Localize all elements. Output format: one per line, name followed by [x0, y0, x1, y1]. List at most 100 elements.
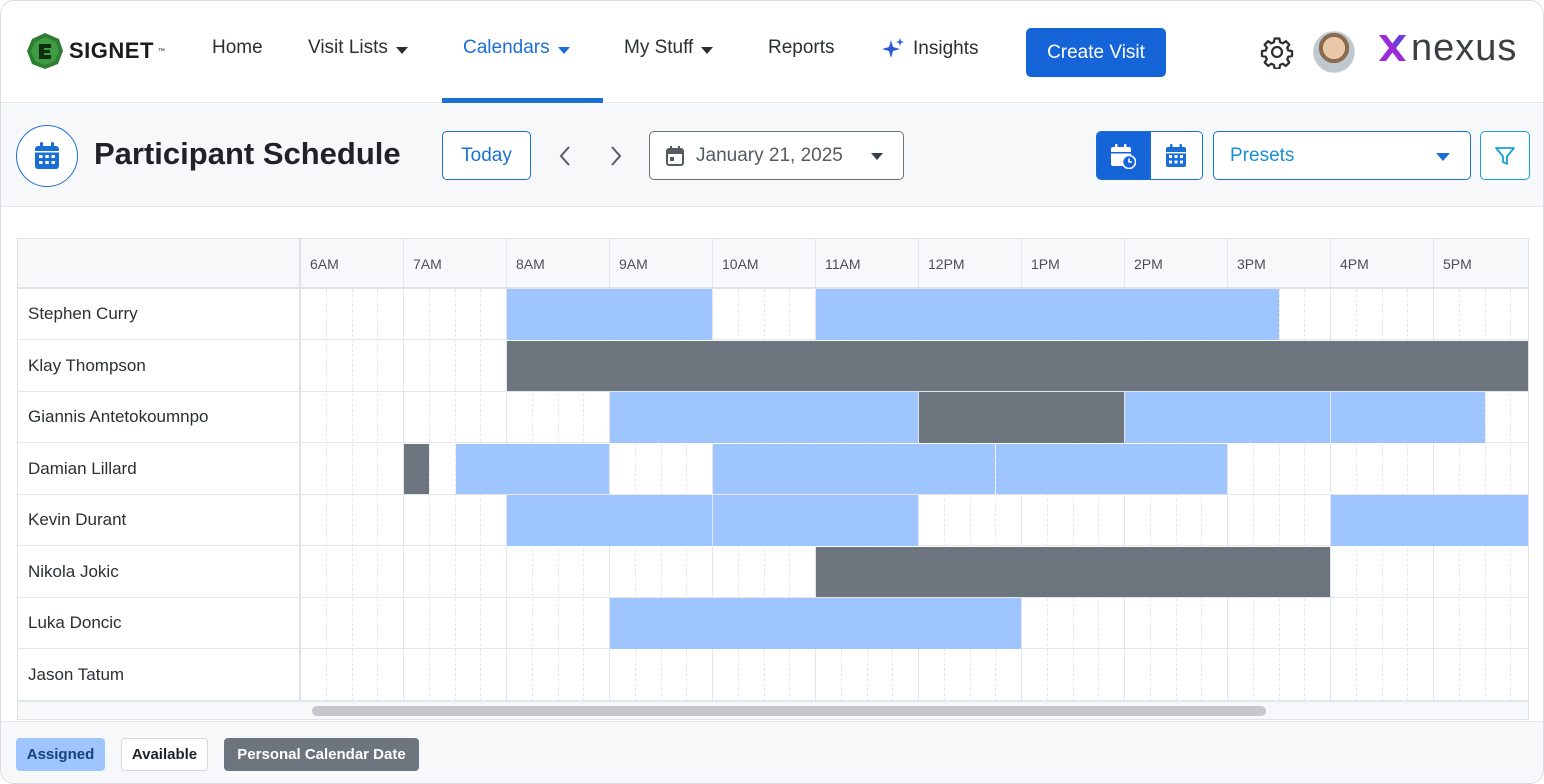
chevron-down-icon — [871, 153, 883, 160]
quarter-hour-gridline — [1098, 289, 1100, 701]
partner-name: nexus — [1411, 27, 1518, 69]
quarter-hour-gridline — [351, 289, 353, 701]
calendar-icon — [35, 142, 59, 169]
nexus-x-icon — [1379, 35, 1406, 61]
hour-gridline — [712, 239, 713, 701]
hour-label: 2PM — [1134, 256, 1163, 272]
nav-visit-lists[interactable]: Visit Lists — [308, 37, 408, 59]
calendar-icon — [666, 145, 684, 166]
hour-label: 10AM — [722, 256, 759, 272]
nav-reports-label: Reports — [768, 37, 835, 58]
quarter-hour-gridline — [995, 289, 997, 701]
name-column-divider — [299, 239, 301, 719]
assigned-visit-block[interactable] — [1331, 392, 1485, 443]
participant-name[interactable]: Luka Doncic — [28, 613, 122, 632]
legend-available: Available — [121, 738, 208, 771]
nav-insights[interactable]: Insights — [881, 37, 978, 61]
personal-calendar-block[interactable] — [816, 546, 1330, 597]
hour-gridline — [403, 239, 404, 701]
grid-header — [18, 239, 1528, 289]
participant-name[interactable]: Stephen Curry — [28, 304, 138, 323]
brand-tm: ™ — [157, 47, 165, 55]
legend-personal-calendar-date: Personal Calendar Date — [224, 738, 419, 771]
nav-reports[interactable]: Reports — [768, 37, 835, 59]
quarter-hour-gridline — [1304, 289, 1306, 701]
quarter-hour-gridline — [943, 289, 945, 701]
assigned-visit-block[interactable] — [713, 495, 918, 546]
assigned-visit-block[interactable] — [507, 495, 712, 546]
nav-home[interactable]: Home — [212, 37, 263, 59]
personal-calendar-block[interactable] — [919, 392, 1124, 443]
timeline-view-button[interactable] — [1097, 132, 1150, 179]
assigned-visit-block[interactable] — [996, 443, 1227, 494]
participant-row: Nikola Jokic — [18, 546, 1528, 598]
participant-row: Jason Tatum — [18, 650, 1528, 701]
participant-row: Kevin Durant — [18, 495, 1528, 546]
assigned-visit-block[interactable] — [816, 289, 1279, 340]
previous-day-button[interactable] — [552, 141, 578, 171]
nav-my-stuff[interactable]: My Stuff — [624, 37, 714, 59]
personal-calendar-block[interactable] — [404, 443, 429, 494]
assigned-visit-block[interactable] — [455, 443, 609, 494]
view-toggle — [1096, 131, 1203, 180]
participant-name[interactable]: Damian Lillard — [28, 458, 137, 478]
quarter-hour-gridline — [428, 289, 430, 701]
chevron-down-icon — [1436, 153, 1450, 161]
presets-dropdown[interactable]: Presets — [1213, 131, 1471, 180]
date-picker[interactable]: January 21, 2025 — [649, 131, 904, 180]
hour-label: 4PM — [1340, 256, 1369, 272]
today-button[interactable]: Today — [442, 131, 531, 180]
filter-icon — [1495, 146, 1515, 165]
user-avatar[interactable] — [1313, 31, 1355, 73]
signet-logo[interactable]: SIGNET ™ — [25, 31, 165, 71]
hour-label: 8AM — [516, 256, 545, 272]
assigned-visit-block[interactable] — [713, 443, 996, 494]
participant-name[interactable]: Kevin Durant — [28, 510, 127, 529]
create-visit-button[interactable]: Create Visit — [1026, 28, 1166, 77]
page-title: Participant Schedule — [94, 136, 401, 171]
schedule-toolbar: Participant Schedule Today January 21, 2… — [1, 104, 1543, 207]
quarter-hour-gridline — [1278, 289, 1280, 701]
horizontal-scrollbar-thumb[interactable] — [312, 706, 1266, 716]
presets-label: Presets — [1230, 144, 1295, 166]
participant-name[interactable]: Jason Tatum — [28, 664, 125, 684]
chevron-left-icon — [559, 146, 570, 166]
participant-name[interactable]: Giannis Antetokoumnpo — [28, 407, 209, 426]
assigned-visit-block[interactable] — [610, 598, 1021, 649]
chevron-down-icon — [557, 46, 570, 54]
selected-date: January 21, 2025 — [696, 144, 843, 166]
chevron-down-icon — [701, 46, 714, 54]
hour-label: 6AM — [310, 256, 339, 272]
quarter-hour-gridline — [1175, 289, 1177, 701]
hour-label: 1PM — [1031, 256, 1060, 272]
assigned-visit-block[interactable] — [1331, 495, 1528, 546]
hour-label: 11AM — [825, 256, 861, 272]
quarter-hour-gridline — [1046, 289, 1048, 701]
hour-label: 12PM — [928, 256, 965, 272]
active-tab-indicator — [442, 98, 603, 103]
hour-gridline — [1227, 239, 1228, 701]
personal-calendar-block[interactable] — [507, 340, 1528, 391]
assigned-visit-block[interactable] — [1125, 392, 1330, 443]
quarter-hour-gridline — [1072, 289, 1074, 701]
participant-name[interactable]: Nikola Jokic — [28, 561, 119, 581]
participant-row: Giannis Antetokoumnpo — [18, 392, 1528, 443]
calendar-clock-icon — [1111, 143, 1137, 169]
top-nav: SIGNET ™ Home Visit Lists Calendars My St… — [1, 1, 1543, 103]
signet-logo-icon — [27, 33, 63, 69]
legend: Assigned Available Personal Calendar Dat… — [1, 721, 1543, 783]
brand-name: SIGNET — [69, 38, 154, 63]
month-view-button[interactable] — [1149, 132, 1202, 179]
gear-icon[interactable] — [1260, 35, 1294, 69]
filter-button[interactable] — [1480, 131, 1530, 180]
assigned-visit-block[interactable] — [507, 289, 712, 340]
next-day-button[interactable] — [603, 141, 629, 171]
participant-name[interactable]: Klay Thompson — [28, 355, 146, 375]
chevron-down-icon — [395, 46, 408, 54]
calendar-icon — [1166, 143, 1187, 167]
nav-calendars[interactable]: Calendars — [463, 37, 570, 59]
assigned-visit-block[interactable] — [610, 392, 918, 443]
hour-label: 5PM — [1443, 256, 1472, 272]
quarter-hour-gridline — [969, 289, 971, 701]
